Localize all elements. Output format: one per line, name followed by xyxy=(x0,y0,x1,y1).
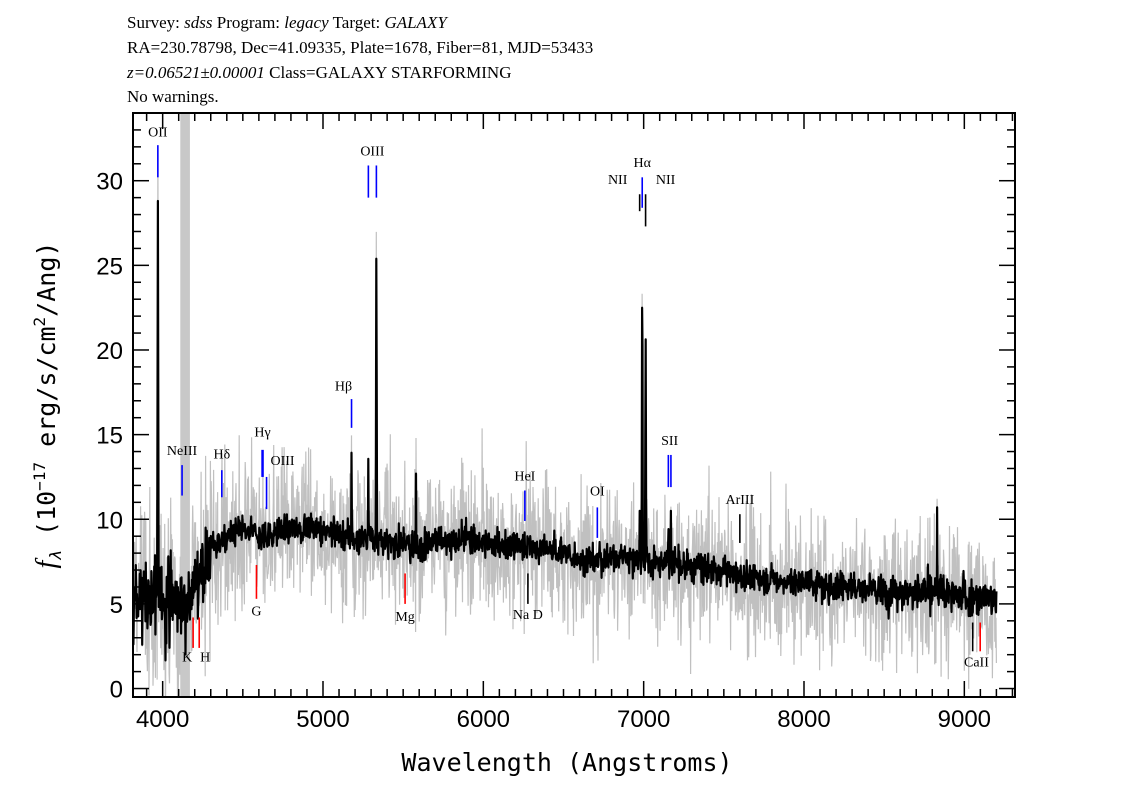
y-tick-label: 15 xyxy=(96,423,123,450)
line-marker-oiii: OIII xyxy=(360,144,385,198)
line-marker-label: OII xyxy=(148,126,168,141)
y-tick-label: 10 xyxy=(96,507,123,534)
line-marker-label: NII xyxy=(656,173,676,188)
line-marker-neiii: NeIII xyxy=(167,444,198,496)
line-marker-label: NeIII xyxy=(167,444,198,459)
line-marker-label: SII xyxy=(661,434,678,449)
line-marker-hei: HeI xyxy=(514,469,536,521)
x-tick-label: 4000 xyxy=(136,706,189,733)
x-tick-label: 8000 xyxy=(777,706,830,733)
header-line-1: Survey: sdss Program: legacy Target: GAL… xyxy=(127,13,448,32)
line-marker-label: NII xyxy=(608,173,628,188)
line-marker-label: H xyxy=(200,650,210,665)
x-tick-label: 5000 xyxy=(296,706,349,733)
line-marker-mg: Mg xyxy=(395,573,415,625)
header-line-3: z=0.06521±0.00001 Class=GALAXY STARFORMI… xyxy=(126,63,511,82)
x-axis-label: Wavelength (Angstroms) xyxy=(401,748,732,777)
y-tick-label: 0 xyxy=(110,677,123,704)
line-marker-label: K xyxy=(182,650,192,665)
header: Survey: sdss Program: legacy Target: GAL… xyxy=(126,13,593,106)
y-tick-label: 20 xyxy=(96,338,123,365)
line-marker-label: ArIII xyxy=(725,493,754,508)
x-tick-label: 9000 xyxy=(938,706,991,733)
line-marker-label: Na D xyxy=(513,608,543,623)
header-line-4: No warnings. xyxy=(127,87,219,106)
line-marker-oiii: OIII xyxy=(265,454,295,510)
line-marker-label: Hγ xyxy=(254,425,270,440)
y-tick-label: 30 xyxy=(96,169,123,196)
y-axis-label: fλ (10−17 erg/s/cm2/Ang) xyxy=(30,242,65,569)
plot-frame xyxy=(132,112,1016,698)
line-marker-label: OIII xyxy=(271,454,295,469)
line-marker-label: HeI xyxy=(514,469,535,484)
line-marker-hβ: Hβ xyxy=(335,380,353,428)
line-marker-label: OIII xyxy=(360,144,384,159)
line-marker-na-d: Na D xyxy=(513,573,543,623)
line-marker-label: OI xyxy=(590,485,605,500)
y-tick-label: 25 xyxy=(96,253,123,280)
line-marker-nii: NII xyxy=(608,173,641,212)
error-trace xyxy=(133,150,997,697)
line-marker-label: G xyxy=(251,605,261,620)
line-marker-oi: OI xyxy=(590,485,605,538)
line-marker-h: H xyxy=(198,617,210,665)
line-marker-label: Mg xyxy=(395,610,414,625)
line-marker-g: G xyxy=(251,564,262,620)
masked-region xyxy=(180,113,190,697)
x-tick-label: 6000 xyxy=(457,706,510,733)
line-marker-label: Hα xyxy=(633,156,651,171)
line-marker-label: Hδ xyxy=(213,447,230,462)
line-marker-oii: OII xyxy=(148,126,168,178)
line-marker-k: K xyxy=(182,617,194,665)
line-marker-sii: SII xyxy=(661,434,679,488)
header-line-2: RA=230.78798, Dec=41.09335, Plate=1678, … xyxy=(127,38,593,57)
plot-content xyxy=(133,113,998,697)
axes: 4000 5000 6000 7000 8000 9000 0 5 10 15 20 25 30 xyxy=(96,113,1015,733)
x-tick-label: 7000 xyxy=(617,706,670,733)
line-marker-hδ: Hδ xyxy=(213,447,231,498)
line-marker-nii: NII xyxy=(644,173,676,227)
line-marker-hγ: Hγ xyxy=(254,425,271,477)
line-marker-label: Hβ xyxy=(335,380,352,395)
flux-trace xyxy=(133,199,998,662)
y-tick-label: 5 xyxy=(110,592,123,619)
line-marker-caii: CaII xyxy=(964,622,989,671)
line-marker-hα: Hα xyxy=(633,156,652,208)
line-marker-ariii: ArIII xyxy=(725,493,755,543)
line-marker-label: CaII xyxy=(964,656,989,671)
